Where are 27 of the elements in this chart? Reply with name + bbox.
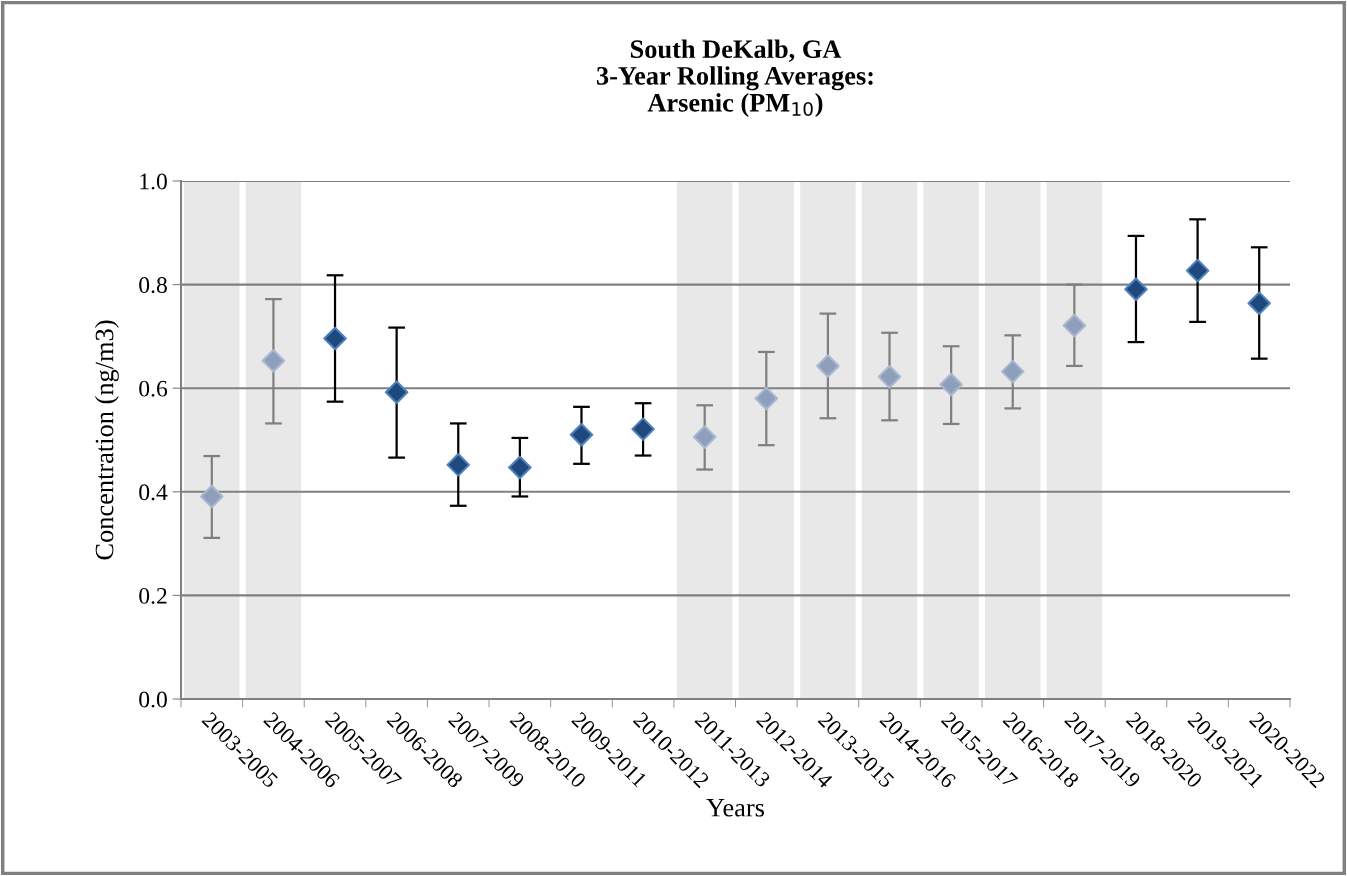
point (692, 425, 717, 449)
point (1247, 291, 1271, 316)
y-tick-label: 1.0 (140, 173, 167, 190)
point (631, 417, 655, 441)
point (1062, 313, 1087, 338)
y-tick-label: 0.4 (139, 484, 168, 501)
point (877, 365, 902, 389)
point (261, 348, 286, 373)
chart-title: South DeKalb, GA 3-Year Rolling Averages: Arsenic (PM$_{10}$) (596, 39, 873, 118)
point (1124, 277, 1148, 302)
y-tick-label: 0.0 (139, 691, 167, 708)
point (1185, 258, 1210, 283)
y-tick-label: 0.6 (139, 380, 168, 397)
point (569, 423, 594, 447)
point (1000, 359, 1025, 384)
point (384, 380, 409, 405)
x-axis-title: Years (706, 799, 764, 817)
y-tick-label: 0.8 (139, 277, 167, 294)
point (816, 354, 840, 378)
point (200, 484, 224, 509)
point (939, 372, 963, 397)
point (446, 453, 471, 477)
point (754, 386, 779, 411)
y-tick-label: 0.2 (139, 587, 167, 604)
point (323, 326, 347, 351)
y-axis-title: Concentration (ng/m3) (94, 320, 119, 560)
point (508, 455, 532, 480)
